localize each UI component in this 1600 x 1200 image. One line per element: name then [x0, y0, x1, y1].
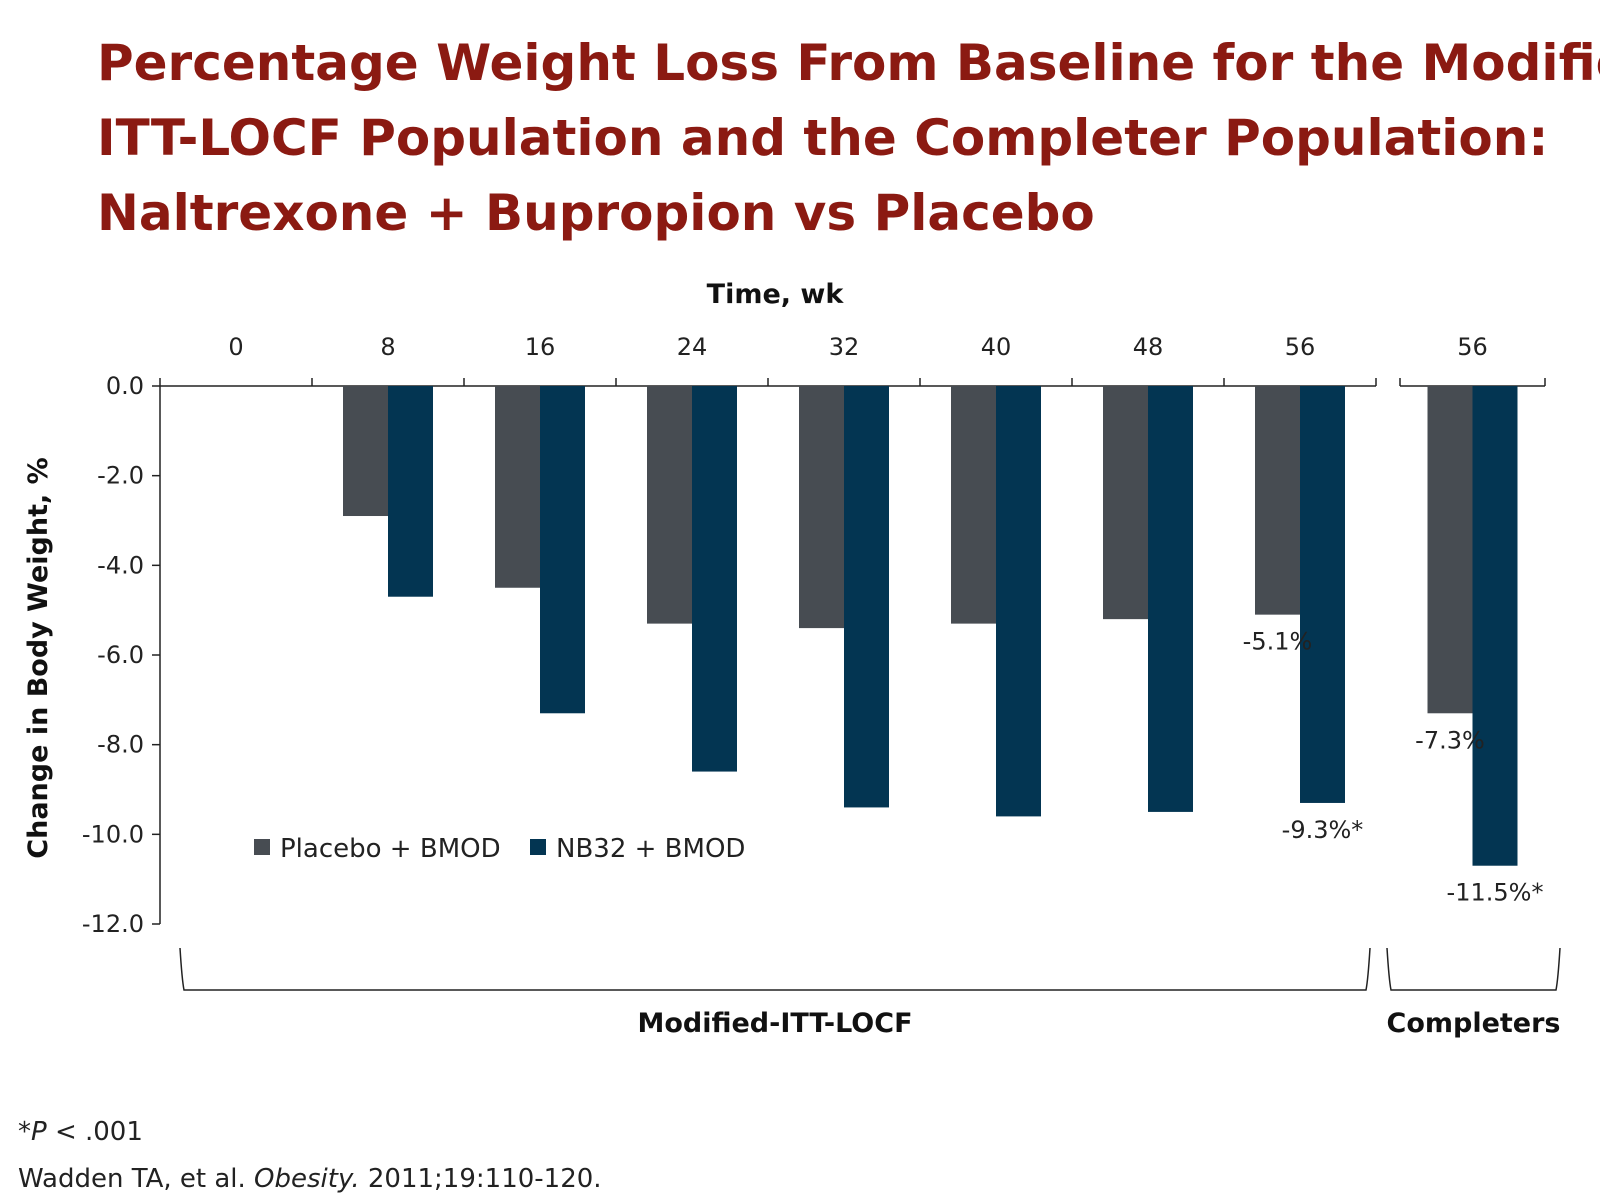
y-tick-label: -12.0	[82, 910, 144, 938]
data-label: -7.3%	[1415, 726, 1485, 754]
data-label: -5.1%	[1243, 628, 1313, 656]
legend-swatch	[530, 839, 546, 855]
bar-placebo	[1255, 386, 1300, 615]
citation-journal: Obesity.	[254, 1164, 360, 1194]
chart-marks: 0.0 -2.0 -4.0 -6.0 -8.0 -10.0 -12.0 0 8 16 24 32 40 4…	[82, 333, 1561, 1039]
group-label: Completers	[1387, 1008, 1561, 1039]
bar-nb32	[996, 386, 1041, 817]
legend-swatch	[254, 839, 270, 855]
footnote: *P < .001	[18, 1117, 143, 1147]
bar-placebo	[799, 386, 844, 629]
legend-label: NB32 + BMOD	[556, 834, 745, 864]
x-tick-label: 32	[829, 333, 860, 361]
bar-nb32	[1472, 386, 1518, 866]
y-tick-label: -10.0	[82, 820, 144, 848]
bar-nb32	[692, 386, 737, 772]
bar-nb32	[388, 386, 433, 597]
slide-title: Percentage Weight Loss From Baseline for…	[97, 34, 1600, 242]
x-axis-title: Time, wk	[707, 279, 845, 310]
x-tick-label: 8	[380, 333, 395, 361]
group-bracket	[1386, 947, 1561, 991]
footnote-rest: < .001	[47, 1117, 143, 1147]
group-label: Modified-ITT-LOCF	[637, 1008, 912, 1039]
x-tick-label: 16	[525, 333, 556, 361]
bar-placebo	[951, 386, 996, 624]
bar-nb32	[1300, 386, 1345, 803]
x-tick-label: 40	[981, 333, 1012, 361]
citation: Wadden TA, et al. Obesity. 2011;19:110-1…	[18, 1164, 602, 1194]
y-tick-label: 0.0	[106, 372, 144, 400]
x-tick-label: 48	[1133, 333, 1164, 361]
y-tick-label: -2.0	[97, 462, 144, 490]
citation-authors: Wadden TA, et al.	[18, 1164, 254, 1194]
bar-placebo	[647, 386, 692, 624]
x-tick-label: 0	[228, 333, 243, 361]
title-line-3: Naltrexone + Bupropion vs Placebo	[97, 184, 1095, 242]
legend-label: Placebo + BMOD	[280, 834, 501, 864]
bar-nb32	[540, 386, 585, 714]
bar-placebo	[495, 386, 540, 588]
x-tick-label: 56	[1457, 333, 1488, 361]
y-axis-title: Change in Body Weight, %	[23, 457, 54, 858]
svg-text:*P < .001: *P < .001	[18, 1117, 143, 1147]
footnote-p: P	[31, 1117, 47, 1147]
bar-placebo	[343, 386, 388, 517]
bar-placebo	[1427, 386, 1473, 714]
x-tick-label: 24	[677, 333, 708, 361]
title-line-1: Percentage Weight Loss From Baseline for…	[97, 34, 1600, 92]
title-line-2: ITT-LOCF Population and the Completer Po…	[97, 109, 1548, 167]
group-bracket	[179, 947, 1371, 991]
data-label: -9.3%*	[1282, 816, 1364, 844]
x-tick-label: 56	[1285, 333, 1316, 361]
bar-chart: Time, wk Change in Body Weight, % 0.0 -2.…	[23, 279, 1561, 1039]
bar-nb32	[844, 386, 889, 808]
y-tick-label: -4.0	[97, 551, 144, 579]
svg-text:Wadden TA, et al. Obesity. 201: Wadden TA, et al. Obesity. 2011;19:110-1…	[18, 1164, 602, 1194]
y-tick-label: -8.0	[97, 731, 144, 759]
footnote-star: *	[18, 1117, 31, 1147]
citation-rest: 2011;19:110-120.	[360, 1164, 602, 1194]
bar-placebo	[1103, 386, 1148, 620]
data-label: -11.5%*	[1447, 879, 1544, 907]
y-tick-label: -6.0	[97, 641, 144, 669]
bar-nb32	[1148, 386, 1193, 812]
